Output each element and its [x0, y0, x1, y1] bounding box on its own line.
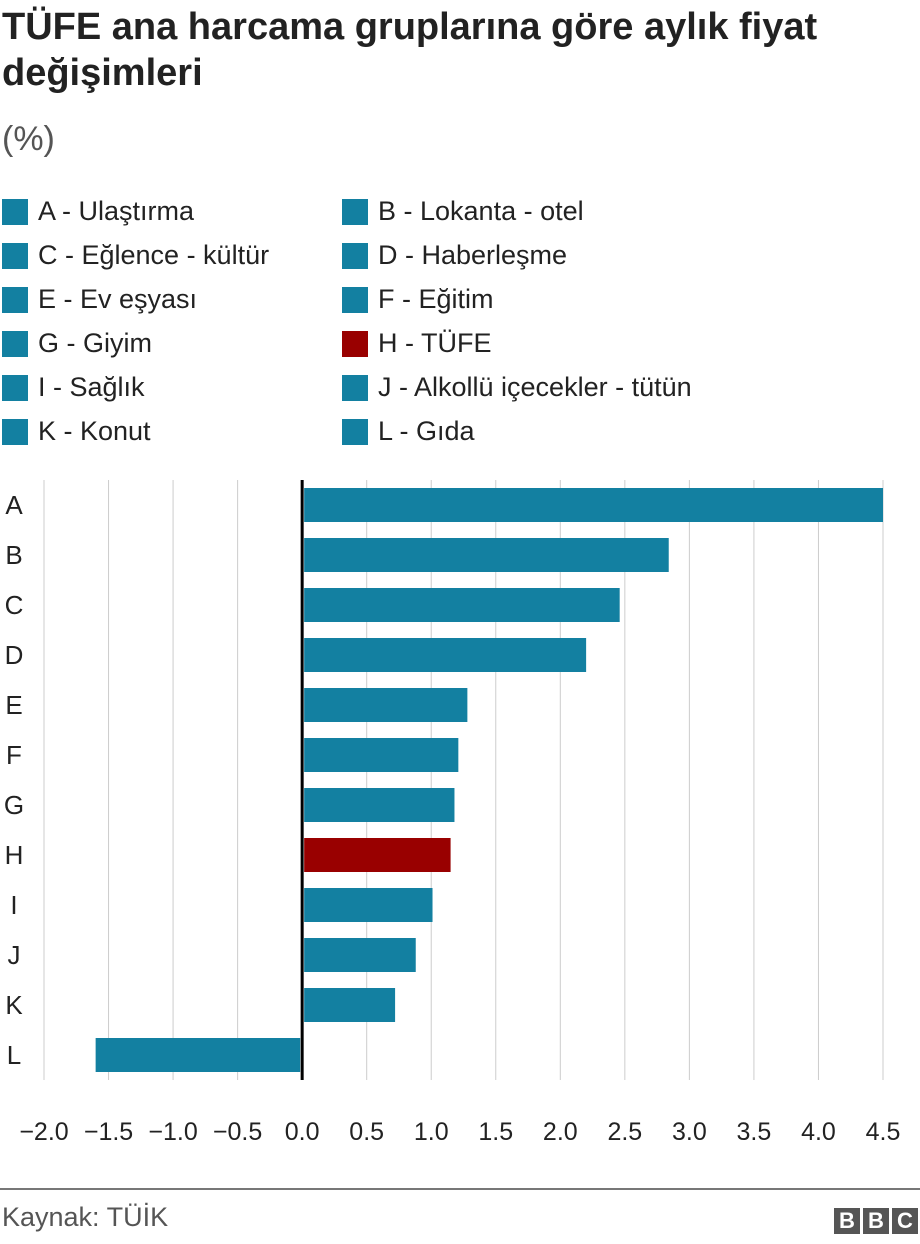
legend-label: J - Alkollü içecekler - tütün [378, 372, 692, 402]
x-tick-label: −0.5 [213, 1118, 262, 1146]
chart-subtitle: (%) [2, 120, 55, 158]
legend-swatch [2, 242, 28, 269]
y-tick-label: F [6, 740, 22, 770]
divider [0, 1188, 920, 1190]
bar-F [304, 738, 459, 772]
legend-swatch [2, 198, 28, 225]
y-tick-label: L [7, 1040, 21, 1070]
legend-label: L - Gıda [378, 416, 475, 446]
bar-A [304, 488, 884, 522]
y-tick-label: K [5, 990, 23, 1020]
legend-item: J - Alkollü içecekler - tütün [342, 372, 692, 403]
bar-I [304, 888, 433, 922]
x-tick-label: −1.0 [148, 1118, 197, 1146]
bar-D [304, 638, 587, 672]
x-tick-label: 2.0 [543, 1118, 578, 1146]
legend-swatch [2, 330, 28, 357]
legend-item: H - TÜFE [342, 328, 492, 359]
legend-item: E - Ev eşyası [2, 284, 197, 315]
bar-L [95, 1038, 301, 1072]
y-tick-label: J [8, 940, 21, 970]
legend-label: E - Ev eşyası [38, 284, 198, 314]
x-tick-label: 4.0 [801, 1118, 836, 1146]
x-tick-label: 1.0 [414, 1118, 449, 1146]
legend-swatch [342, 198, 368, 225]
legend-item: L - Gıda [342, 416, 475, 447]
x-tick-label: 1.5 [478, 1118, 513, 1146]
y-tick-label: H [5, 840, 24, 870]
legend-swatch [342, 242, 368, 269]
legend-item: F - Eğitim [342, 284, 494, 315]
y-tick-label: B [5, 540, 22, 570]
y-tick-label: C [5, 590, 24, 620]
legend-label: B - Lokanta - otel [378, 196, 584, 226]
x-tick-label: −1.5 [84, 1118, 133, 1146]
y-tick-label: D [5, 640, 24, 670]
legend-swatch [342, 286, 368, 313]
legend-item: A - Ulaştırma [2, 196, 194, 227]
x-tick-label: 3.5 [737, 1118, 772, 1146]
bar-E [304, 688, 468, 722]
y-tick-label: I [10, 890, 17, 920]
source-text: Kaynak: TÜİK [2, 1202, 169, 1232]
chart-title: TÜFE ana harcama gruplarına göre aylık f… [2, 6, 818, 94]
y-tick-label: G [4, 790, 24, 820]
legend-item: K - Konut [2, 416, 151, 447]
legend-item: D - Haberleşme [342, 240, 567, 271]
legend-swatch [2, 286, 28, 313]
legend-label: I - Sağlık [38, 372, 145, 402]
x-tick-label: 0.5 [349, 1118, 384, 1146]
legend-label: G - Giyim [38, 328, 152, 358]
bar-chart: −2.0 −1.5 −1.0 −0.5 0.0 0.5 1.0 1.5 2.0 2.5 3.0 3.5… [4, 480, 901, 1146]
legend-swatch [2, 418, 28, 445]
legend-item: G - Giyim [2, 328, 152, 359]
legend-item: B - Lokanta - otel [342, 196, 584, 227]
x-tick-label: 3.0 [672, 1118, 707, 1146]
x-tick-label: −2.0 [19, 1118, 68, 1146]
legend-item: I - Sağlık [2, 372, 145, 403]
bar-C [304, 588, 620, 622]
bar-G [304, 788, 455, 822]
bar-B [304, 538, 669, 572]
bar-H [304, 838, 451, 872]
legend-swatch [342, 330, 368, 357]
legend-label: D - Haberleşme [378, 240, 568, 270]
x-tick-label: 4.5 [866, 1118, 901, 1146]
bar-J [304, 938, 416, 972]
legend-label: A - Ulaştırma [38, 196, 195, 226]
legend-label: H - TÜFE [378, 328, 492, 358]
legend-swatch [342, 418, 368, 445]
x-tick-label: 0.0 [285, 1118, 320, 1146]
legend-item: C - Eğlence - kültür [2, 240, 269, 271]
legend-swatch [342, 374, 368, 401]
bar-K [304, 988, 396, 1022]
legend-swatch [2, 374, 28, 401]
y-tick-label: A [5, 490, 23, 520]
y-tick-label: E [5, 690, 22, 720]
legend-label: C - Eğlence - kültür [38, 240, 270, 270]
legend-label: K - Konut [38, 416, 151, 446]
legend-label: F - Eğitim [378, 284, 494, 314]
x-tick-label: 2.5 [607, 1118, 642, 1146]
